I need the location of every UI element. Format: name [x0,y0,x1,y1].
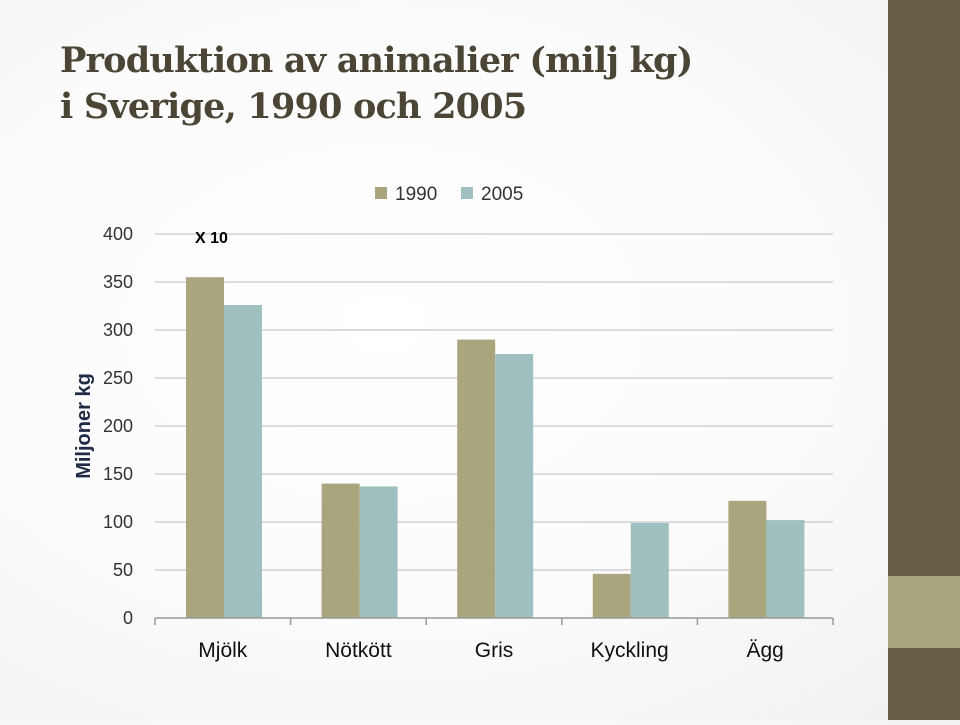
y-tick-labels: 0 50 100 150 200 250 300 350 400 [103,224,133,628]
chart-area: 0 50 100 150 200 250 300 350 400 Mjölk Nötkött Gri… [73,184,834,662]
bar-1990-0 [186,277,224,618]
bar-2005-0 [224,305,262,618]
x-tick-labels: Mjölk Nötkött Gris Kyckling Ägg [198,639,784,662]
y-tick-label: 0 [123,608,133,628]
side-accent [888,576,960,648]
scale-annotation: X 10 [195,230,228,247]
legend-label-2005: 2005 [481,184,523,205]
x-tick-label: Mjölk [198,639,248,662]
y-tick-label: 50 [113,560,133,580]
bar-1990-4 [728,500,767,618]
legend: 1990 2005 [375,184,523,205]
bar-1990-2 [457,339,496,618]
y-tick-label: 250 [103,368,133,388]
y-tick-label: 200 [103,416,133,436]
bar-1990-3 [592,573,631,618]
bar-2005-4 [766,520,805,618]
slide-title: Produktion av animalier (milj kg) i Sver… [60,38,840,130]
y-axis-label: Miljoner kg [73,373,95,479]
bar-chart: 0 50 100 150 200 250 300 350 400 Mjölk Nötkött Gri… [73,184,834,662]
x-tick-label: Nötkött [325,639,392,662]
y-tick-label: 350 [103,272,133,292]
bar-2005-2 [495,354,534,618]
x-axis [154,617,834,625]
y-tick-label: 400 [103,224,133,244]
bar-1990-1 [321,483,360,618]
legend-swatch-1990 [375,187,387,199]
x-tick-label: Kyckling [590,639,668,662]
legend-label-1990: 1990 [395,184,437,205]
y-tick-label: 150 [103,464,133,484]
bar-2005-1 [359,486,398,618]
bars [186,277,805,618]
y-tick-label: 100 [103,512,133,532]
bar-2005-3 [630,522,669,618]
x-tick-label: Gris [475,639,514,662]
x-tick-label: Ägg [747,639,784,662]
y-tick-label: 300 [103,320,133,340]
title-line-2: i Sverige, 1990 och 2005 [60,86,527,127]
title-line-1: Produktion av animalier (milj kg) [60,40,693,81]
legend-swatch-2005 [461,187,473,199]
